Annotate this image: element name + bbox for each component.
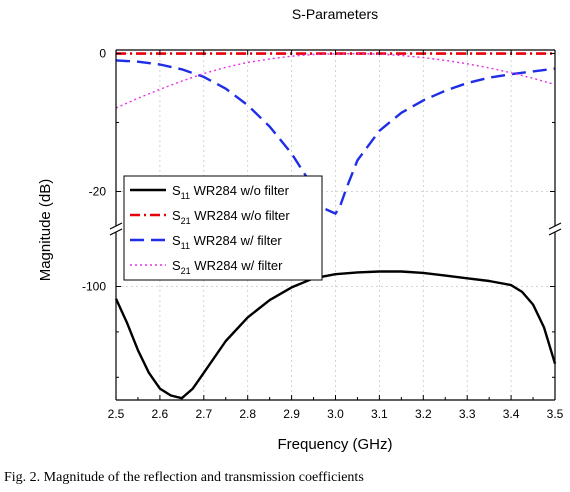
x-tick-label: 2.8 — [239, 407, 256, 421]
x-tick-label: 3.1 — [371, 407, 388, 421]
x-tick-label: 2.7 — [195, 407, 212, 421]
x-tick-label: 2.9 — [283, 407, 300, 421]
x-tick-label: 3.5 — [547, 407, 564, 421]
y-tick-label: 0 — [99, 46, 106, 60]
axis-break-mark — [548, 228, 562, 236]
legend-label: S11 WR284 w/ filter — [172, 233, 282, 251]
x-tick-label: 3.0 — [327, 407, 344, 421]
x-tick-label: 2.6 — [152, 407, 169, 421]
x-tick-label: 3.4 — [503, 407, 520, 421]
legend-box — [123, 175, 323, 281]
axis-break-mark — [109, 222, 123, 230]
x-tick-label: 3.2 — [415, 407, 432, 421]
chart-title: S-Parameters — [292, 6, 378, 22]
legend: S11 WR284 w/o filter S21 WR284 w/o filter… — [123, 175, 323, 281]
x-tick-label: 3.3 — [459, 407, 476, 421]
y-tick-label: -20 — [89, 184, 107, 198]
legend-label: S21 WR284 w/o filter — [172, 208, 290, 226]
legend-label: S11 WR284 w/o filter — [172, 183, 290, 201]
axis-ticks: 2.5 2.6 2.7 2.8 2.9 3.0 3.1 3.2 3.3 3.4 3.5 0 -20 -10… — [82, 46, 564, 421]
axis-break-mark — [109, 228, 123, 236]
x-tick-label: 2.5 — [108, 407, 125, 421]
y-axis-label: Magnitude (dB) — [37, 179, 54, 282]
axis-break-mark — [548, 222, 562, 230]
legend-label: S21 WR284 w/ filter — [172, 258, 283, 276]
s-parameters-chart: S-Parameters 2.5 2.6 2.7 2.8 2.9 3.0 3.1 3.2 3.3… — [37, 6, 564, 453]
figure-caption: Fig. 2. Magnitude of the reflection and … — [4, 470, 364, 485]
series-line-s21-w-filter — [115, 53, 556, 109]
x-axis-label: Frequency (GHz) — [277, 436, 392, 453]
y-tick-label: -100 — [82, 279, 106, 293]
series-line-s11-w-filter — [115, 59, 556, 215]
